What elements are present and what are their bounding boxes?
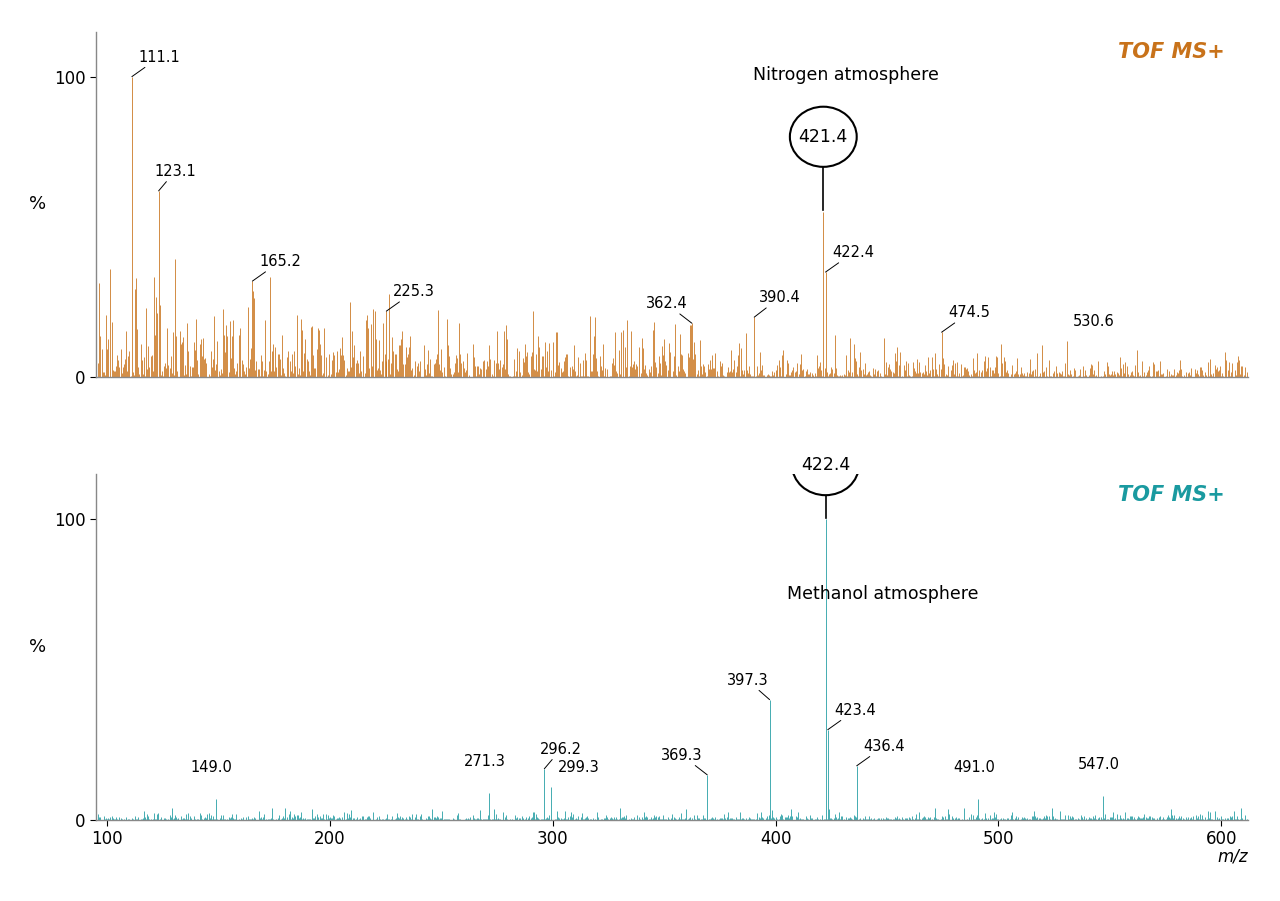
Y-axis label: %: % — [28, 638, 46, 656]
Text: 491.0: 491.0 — [954, 760, 995, 775]
Text: 149.0: 149.0 — [191, 760, 233, 775]
Text: 111.1: 111.1 — [132, 50, 180, 77]
Text: Methanol atmosphere: Methanol atmosphere — [787, 585, 979, 603]
Text: 530.6: 530.6 — [1074, 314, 1115, 329]
Text: 422.4: 422.4 — [801, 456, 850, 474]
Text: 165.2: 165.2 — [252, 254, 301, 281]
Text: 123.1: 123.1 — [154, 164, 196, 191]
Text: 436.4: 436.4 — [856, 739, 905, 766]
Text: 225.3: 225.3 — [387, 284, 435, 311]
Ellipse shape — [792, 435, 859, 496]
Text: 271.3: 271.3 — [463, 754, 506, 769]
Ellipse shape — [790, 106, 856, 167]
Text: 422.4: 422.4 — [826, 245, 874, 272]
Text: 547.0: 547.0 — [1078, 757, 1120, 772]
Text: 362.4: 362.4 — [645, 296, 691, 323]
Text: Nitrogen atmosphere: Nitrogen atmosphere — [753, 66, 938, 84]
Text: 390.4: 390.4 — [754, 290, 800, 317]
Y-axis label: %: % — [28, 196, 46, 214]
Text: 397.3: 397.3 — [727, 673, 769, 700]
Text: 423.4: 423.4 — [828, 703, 877, 730]
Text: 421.4: 421.4 — [799, 128, 847, 146]
Text: 296.2: 296.2 — [540, 742, 582, 769]
Text: 474.5: 474.5 — [942, 305, 991, 332]
Text: TOF MS+: TOF MS+ — [1119, 42, 1225, 62]
Text: TOF MS+: TOF MS+ — [1119, 485, 1225, 505]
Text: m/z: m/z — [1217, 848, 1248, 866]
Text: 299.3: 299.3 — [558, 760, 599, 775]
Text: 369.3: 369.3 — [662, 748, 708, 775]
